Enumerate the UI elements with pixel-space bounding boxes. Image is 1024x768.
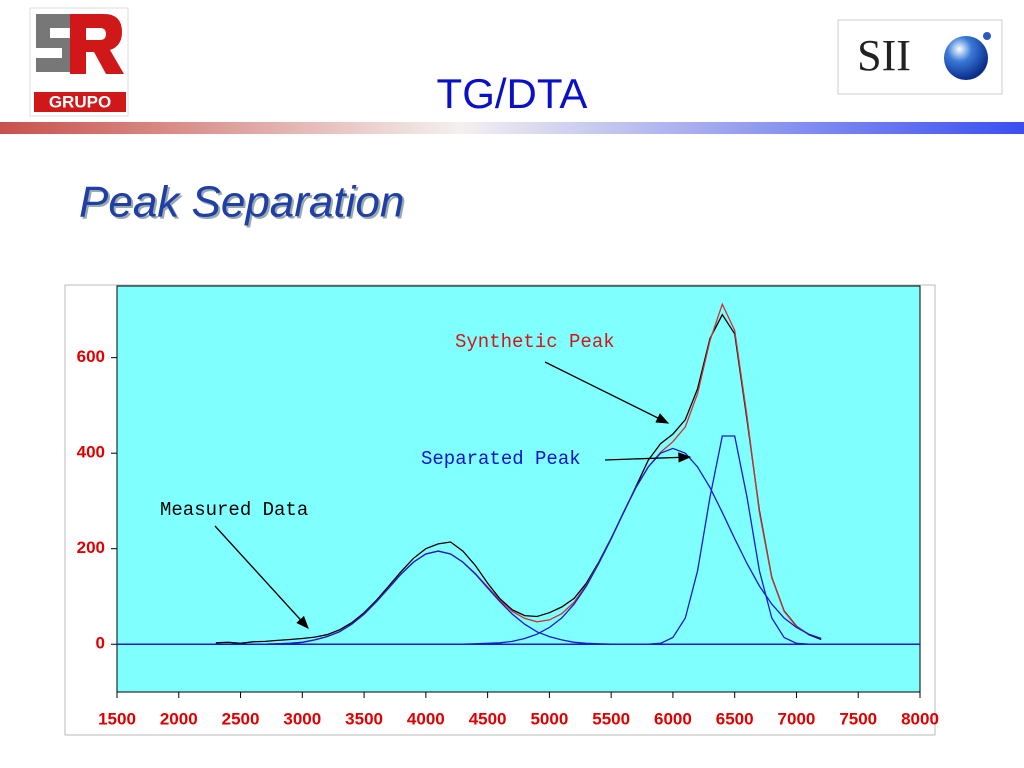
logo-s bbox=[36, 14, 76, 72]
x-tick-label: 6500 bbox=[716, 709, 754, 728]
annotation: Synthetic Peak bbox=[455, 331, 615, 353]
y-tick-label: 200 bbox=[77, 538, 105, 557]
x-tick-label: 6000 bbox=[654, 709, 692, 728]
x-tick-label: 3500 bbox=[345, 709, 383, 728]
logo-text: GRUPO bbox=[49, 92, 111, 111]
y-tick-label: 0 bbox=[96, 634, 105, 653]
x-tick-label: 7000 bbox=[778, 709, 816, 728]
y-tick-label: 600 bbox=[77, 347, 105, 366]
x-tick-label: 7500 bbox=[839, 709, 877, 728]
series-line bbox=[215, 550, 822, 645]
y-tick-label: 400 bbox=[77, 443, 105, 462]
annotation: Separated Peak bbox=[421, 448, 581, 470]
x-tick-label: 8000 bbox=[901, 709, 939, 728]
subtitle-shadow: Peak Separation bbox=[81, 180, 406, 229]
series-line bbox=[215, 313, 822, 644]
annotation: Measured Data bbox=[160, 499, 308, 521]
title: TG/DTA bbox=[437, 70, 588, 117]
subtitle: Peak Separation bbox=[79, 178, 404, 227]
annotation-arrow bbox=[544, 361, 670, 424]
chart: 0 200 400 600 1500 2000 2500 3000 3500 4000 4500 50… bbox=[77, 302, 939, 728]
x-tick-label: 1500 bbox=[98, 709, 136, 728]
left-logo: GRUPO bbox=[29, 7, 129, 117]
x-tick-label: 3000 bbox=[283, 709, 321, 728]
logo-sphere bbox=[944, 36, 988, 80]
x-tick-label: 2500 bbox=[222, 709, 260, 728]
logo-plate bbox=[34, 92, 126, 112]
annotation-arrow bbox=[604, 452, 692, 463]
x-tick-label: 5000 bbox=[530, 709, 568, 728]
logo-text: SII bbox=[857, 31, 911, 80]
series-line bbox=[215, 435, 822, 645]
right-logo: SII bbox=[837, 19, 1003, 95]
x-tick-label: 2000 bbox=[160, 709, 198, 728]
annotation-arrow bbox=[214, 525, 309, 629]
x-tick-label: 4500 bbox=[469, 709, 507, 728]
logo-r bbox=[70, 14, 124, 74]
plot-area bbox=[116, 285, 921, 693]
header-band bbox=[0, 122, 1024, 134]
logo-dot bbox=[983, 32, 991, 40]
x-tick-label: 5500 bbox=[592, 709, 630, 728]
x-tick-label: 4000 bbox=[407, 709, 445, 728]
